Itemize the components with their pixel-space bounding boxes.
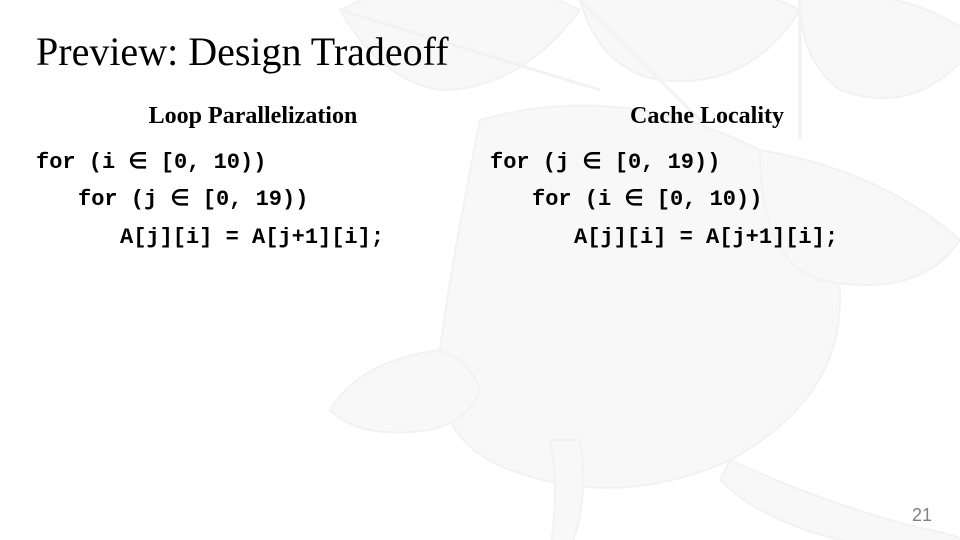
left-column: Loop Parallelization for (i ∈ [0, 10)) f… — [36, 103, 470, 256]
code-line: for (i ∈ [0, 10)) — [490, 181, 924, 218]
right-column: Cache Locality for (j ∈ [0, 19)) for (i … — [490, 103, 924, 256]
code-line: for (j ∈ [0, 19)) — [36, 181, 470, 218]
page-number: 21 — [912, 505, 932, 526]
left-code-block: for (i ∈ [0, 10)) for (j ∈ [0, 19)) A[j]… — [36, 144, 470, 256]
slide-title: Preview: Design Tradeoff — [36, 28, 924, 75]
right-code-block: for (j ∈ [0, 19)) for (i ∈ [0, 10)) A[j]… — [490, 144, 924, 256]
code-line: A[j][i] = A[j+1][i]; — [490, 219, 924, 256]
code-line: for (i ∈ [0, 10)) — [36, 144, 470, 181]
code-line: A[j][i] = A[j+1][i]; — [36, 219, 470, 256]
left-heading: Loop Parallelization — [36, 103, 470, 130]
right-heading: Cache Locality — [490, 103, 924, 130]
slide: Preview: Design Tradeoff Loop Paralleliz… — [0, 0, 960, 540]
code-line: for (j ∈ [0, 19)) — [490, 144, 924, 181]
columns: Loop Parallelization for (i ∈ [0, 10)) f… — [36, 103, 924, 256]
